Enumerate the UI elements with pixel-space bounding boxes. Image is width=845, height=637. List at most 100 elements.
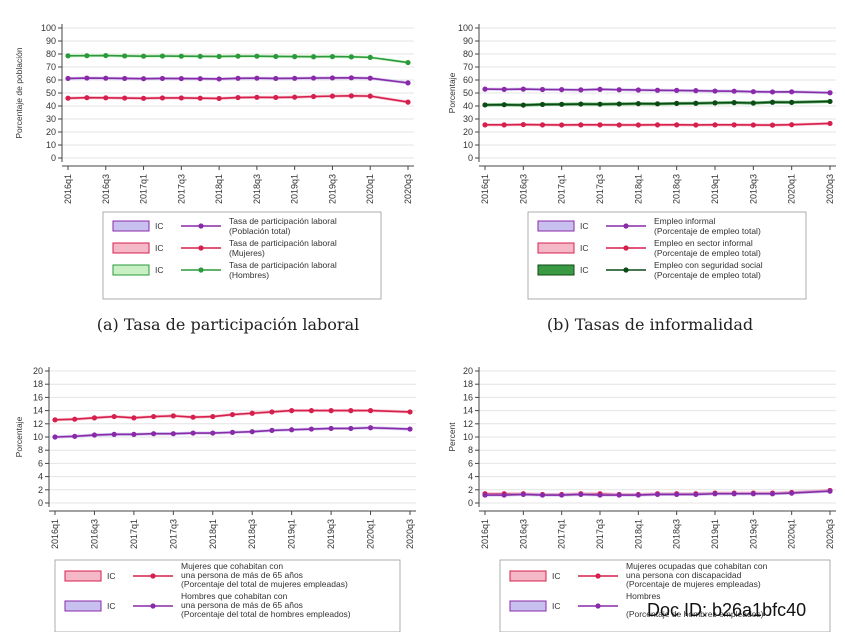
legend-entry-line1: Hombres bbox=[626, 591, 660, 601]
legend-point-swatch bbox=[623, 245, 629, 251]
data-point bbox=[151, 431, 157, 437]
legend-point-swatch bbox=[595, 603, 601, 609]
legend-ci-label: IC bbox=[580, 221, 589, 231]
legend-entry-line1: Hombres que cohabitan con bbox=[181, 591, 288, 601]
data-point bbox=[292, 94, 298, 100]
data-point bbox=[122, 75, 128, 82]
data-point bbox=[635, 101, 641, 107]
y-tick-label: 0 bbox=[51, 153, 56, 163]
data-point bbox=[273, 53, 279, 60]
y-tick-label: 4 bbox=[468, 472, 473, 482]
data-point bbox=[72, 416, 78, 422]
data-point bbox=[111, 431, 117, 437]
x-tick-label: 2018q1 bbox=[214, 174, 224, 204]
data-point bbox=[292, 75, 298, 81]
data-point bbox=[654, 122, 661, 128]
data-point bbox=[103, 95, 109, 101]
data-point bbox=[140, 95, 147, 101]
y-tick-label: 14 bbox=[33, 406, 43, 416]
data-point bbox=[310, 75, 317, 81]
y-tick-label: 60 bbox=[46, 75, 56, 85]
data-point bbox=[731, 122, 737, 128]
legend-entry-line3: (Porcentaje del total de hombres emplead… bbox=[181, 609, 351, 619]
data-point bbox=[178, 75, 184, 82]
data-point bbox=[482, 86, 488, 92]
y-tick-label: 8 bbox=[468, 445, 473, 455]
legend-ci-label: IC bbox=[580, 265, 589, 275]
data-point bbox=[190, 414, 196, 420]
x-tick-label: 2017q1 bbox=[557, 174, 567, 204]
x-tick-label: 2019q3 bbox=[326, 519, 336, 549]
data-point bbox=[131, 415, 137, 421]
series-line bbox=[484, 100, 831, 106]
data-point bbox=[597, 122, 603, 128]
data-point bbox=[559, 101, 565, 107]
y-tick-label: 12 bbox=[463, 419, 473, 429]
legend-ci-label: IC bbox=[552, 601, 561, 611]
x-tick-label: 2017q3 bbox=[168, 519, 178, 549]
data-point bbox=[308, 426, 314, 432]
y-tick-label: 12 bbox=[33, 419, 43, 429]
data-point bbox=[597, 86, 603, 92]
data-point bbox=[310, 54, 317, 60]
legend-entry-line2: (Mujeres) bbox=[229, 248, 265, 258]
data-point bbox=[216, 53, 222, 60]
data-point bbox=[216, 95, 222, 102]
data-point bbox=[789, 122, 795, 128]
data-point bbox=[328, 408, 334, 414]
data-point bbox=[578, 122, 584, 128]
data-point bbox=[693, 100, 699, 106]
legend-entry-line1: Tasa de participación laboral bbox=[229, 216, 337, 226]
y-tick-label: 14 bbox=[463, 406, 473, 416]
y-tick-label: 70 bbox=[463, 62, 473, 72]
data-point bbox=[827, 488, 833, 494]
x-tick-label: 2018q3 bbox=[672, 174, 682, 204]
series-line bbox=[485, 490, 831, 496]
data-point bbox=[750, 100, 756, 106]
legend-entry-line2: (Porcentaje de empleo total) bbox=[654, 248, 761, 258]
legend-entry-line2: (Porcentaje de empleo total) bbox=[654, 226, 761, 236]
x-tick-label: 2020q1 bbox=[787, 519, 797, 549]
panel-a-labor-participation: 0 10 20 30 40 50 60 70 80 90 100 Porcentaje de pobl… bbox=[14, 23, 414, 334]
data-point bbox=[292, 54, 298, 60]
data-point bbox=[329, 75, 336, 81]
series-line bbox=[54, 426, 411, 438]
legend-ci-label: IC bbox=[580, 243, 589, 253]
y-tick-label: 20 bbox=[463, 366, 473, 376]
data-point bbox=[249, 410, 255, 416]
legend-entry-line3: (Porcentaje del total de mujeres emplead… bbox=[181, 579, 348, 589]
legend-ci-label: IC bbox=[155, 265, 164, 275]
x-tick-label: 2018q3 bbox=[252, 174, 262, 204]
x-tick-label: 2017q3 bbox=[595, 519, 605, 549]
data-point bbox=[520, 491, 526, 498]
data-point bbox=[654, 87, 661, 93]
x-tick-label: 2016q1 bbox=[50, 519, 60, 549]
legend-entry-line1: Empleo en sector informal bbox=[654, 238, 753, 248]
panel-caption: (b) Tasas de informalidad bbox=[547, 315, 753, 334]
data-point bbox=[84, 95, 90, 101]
data-point bbox=[328, 425, 334, 432]
data-point bbox=[482, 102, 488, 108]
panel-d-cohabit-disability: 0 2 4 6 8 10 12 14 16 18 20 Percent 2016q1 2016q3 2017… bbox=[447, 366, 836, 633]
legend-ci-label: IC bbox=[155, 243, 164, 253]
data-point bbox=[539, 122, 546, 128]
data-point bbox=[65, 53, 71, 59]
data-point bbox=[674, 491, 680, 498]
y-tick-label: 80 bbox=[463, 49, 473, 59]
data-point bbox=[348, 425, 354, 432]
data-point bbox=[731, 88, 737, 94]
data-point bbox=[827, 90, 833, 96]
x-tick-label: 2020q3 bbox=[825, 174, 835, 204]
data-point bbox=[674, 122, 680, 128]
x-tick-label: 2016q1 bbox=[63, 174, 73, 204]
legend-entry-line2: una persona de más de 65 años bbox=[181, 570, 303, 580]
data-point bbox=[235, 53, 241, 59]
x-tick-label: 2016q3 bbox=[518, 174, 528, 204]
data-point bbox=[674, 100, 680, 106]
y-tick-label: 2 bbox=[38, 485, 43, 495]
data-point bbox=[501, 492, 507, 498]
x-tick-label: 2017q3 bbox=[176, 174, 186, 204]
x-tick-label: 2017q1 bbox=[557, 519, 567, 549]
legend-entry-line2: una persona de más de 65 años bbox=[181, 600, 303, 610]
